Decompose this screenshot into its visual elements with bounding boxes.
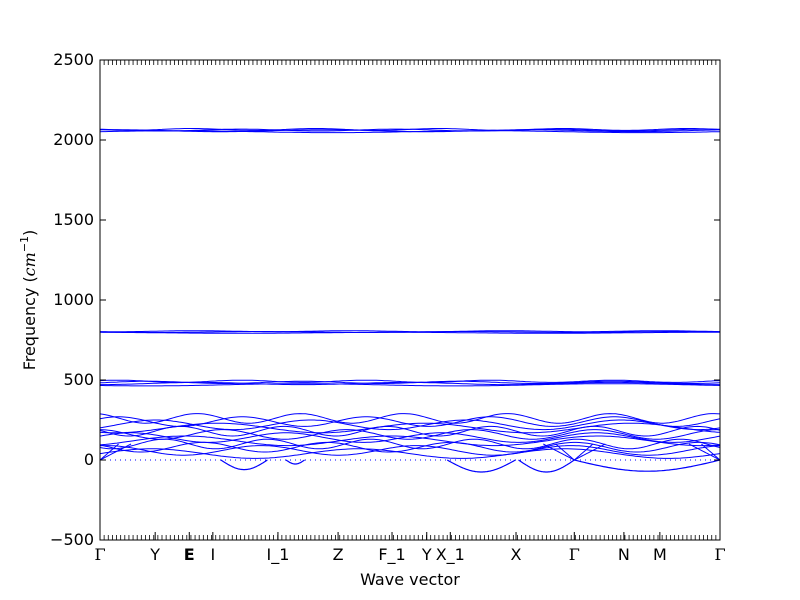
band-lines [99, 128, 721, 473]
band-line-acoustic [99, 429, 720, 440]
band-line-acoustic-gamma [99, 443, 119, 461]
band-line-acoustic [99, 425, 721, 437]
y-axis-ticks: −500 0 500 1000 1500 2000 2500 [50, 50, 720, 549]
band-line-imaginary [220, 459, 268, 471]
band-line-acoustic-gamma [99, 443, 132, 461]
y-tick-label: 1500 [53, 210, 94, 229]
x-axis-ticks: Γ Y E I I_1 Z F_1 Y X_1 X Γ N M Γ [94, 60, 726, 565]
band-line-low [99, 379, 721, 383]
x-tick-label: X_1 [436, 545, 465, 565]
band-line-acoustic [99, 438, 721, 450]
band-line-acoustic-gamma [701, 443, 721, 461]
band-line-imaginary [285, 459, 305, 465]
band-line-acoustic [99, 413, 721, 424]
x-tick-label: Z [333, 545, 344, 564]
band-line-imaginary [518, 459, 575, 473]
y-tick-label: 2000 [53, 130, 94, 149]
x-tick-label: Y [421, 545, 432, 564]
x-tick-label: N [618, 545, 630, 564]
y-axis-label-suffix: ) [20, 230, 39, 236]
band-line-imaginary [574, 459, 721, 472]
band-line-acoustic [99, 435, 721, 447]
y-tick-label: 1000 [53, 290, 94, 309]
band-line-acoustic [99, 416, 721, 427]
band-line-high [99, 128, 721, 131]
band-line-acoustic [99, 419, 721, 431]
y-tick-label: 0 [84, 450, 94, 469]
x-tick-label: Γ [569, 545, 580, 564]
x-tick-label: X [511, 545, 522, 564]
band-line-acoustic [99, 445, 721, 456]
y-tick-label: 500 [63, 370, 94, 389]
y-axis-label-prefix: Frequency ( [20, 276, 39, 370]
band-line-high [99, 129, 720, 133]
y-axis-label-exponent: −1 [18, 236, 31, 252]
band-line-acoustic-gamma [543, 443, 606, 461]
band-line-low [99, 380, 721, 384]
x-tick-label: I [210, 545, 215, 564]
x-tick-label: Γ [714, 545, 725, 564]
band-line-mid [100, 330, 721, 333]
band-line-imaginary [446, 459, 516, 473]
band-line-acoustic [99, 432, 721, 443]
band-line-acoustic-gamma [688, 443, 721, 461]
x-tick-label: E [184, 545, 195, 564]
y-tick-label: 2500 [53, 50, 94, 69]
y-axis-label: Frequency (cm−1) [18, 230, 39, 371]
x-tick-label: I_1 [266, 545, 289, 565]
x-tick-label: M [653, 545, 667, 564]
x-axis-label: Wave vector [360, 570, 460, 589]
x-tick-label: Γ [94, 545, 105, 564]
y-axis-label-unit: cm [20, 252, 39, 276]
y-tick-label: −500 [50, 530, 94, 549]
x-tick-label: F_1 [378, 545, 405, 565]
x-tick-label: Y [149, 545, 160, 564]
band-line-low [100, 383, 721, 387]
